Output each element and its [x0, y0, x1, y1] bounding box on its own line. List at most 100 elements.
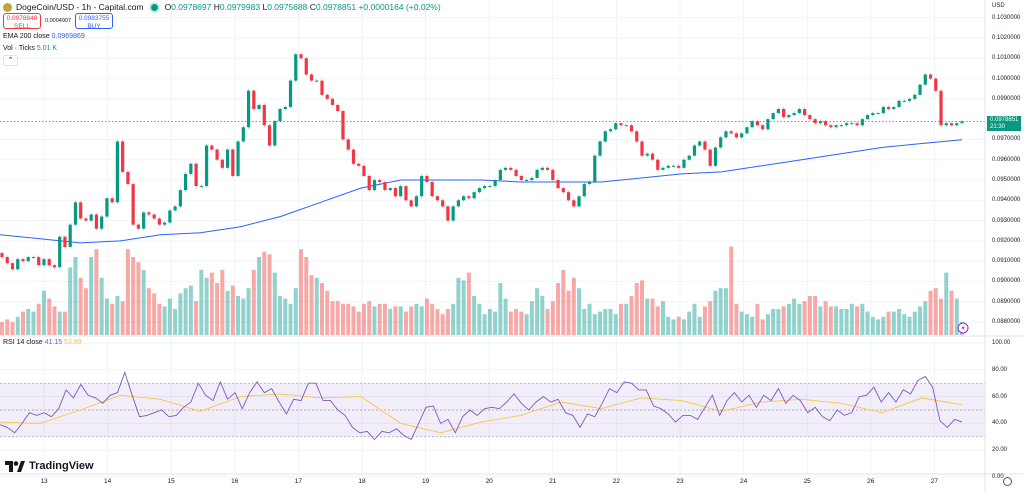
rsi-tick-label: 0.00 [992, 474, 1004, 480]
candle-body [163, 222, 167, 225]
candle-body [168, 210, 172, 223]
buy-label: BUY [87, 22, 101, 30]
candle-body [10, 263, 15, 270]
buy-button[interactable]: 0.0983755 BUY [75, 13, 113, 30]
sell-button[interactable]: 0.0978848 SELL [3, 13, 41, 30]
candle-body [136, 224, 140, 229]
spread-value: 0.0004907 [45, 18, 71, 24]
candle-body [446, 206, 450, 221]
candle-body [204, 145, 209, 187]
candle-body [934, 78, 938, 91]
rsi-tick-label: 80.00 [992, 366, 1008, 373]
volume-bar [246, 288, 251, 335]
candle-body [808, 115, 812, 120]
price-tick-label: 0.0950000 [992, 177, 1021, 183]
volume-bar [807, 296, 812, 335]
volume-bar [204, 277, 209, 335]
volume-bar [157, 303, 162, 335]
chevron-up-icon[interactable]: ⌃ [3, 55, 18, 66]
rsi-tick-label: 100.00 [992, 340, 1011, 346]
date-tick-label: 14 [103, 478, 112, 485]
volume-bar [382, 303, 387, 335]
candle-body [273, 121, 277, 146]
price-tick-label: 0.1000000 [992, 75, 1021, 82]
volume-bar [708, 301, 713, 335]
candle-body [430, 182, 434, 197]
volume-bar [577, 288, 582, 335]
volume-bar [356, 311, 361, 335]
volume-bar [503, 298, 508, 335]
volume-bar [5, 319, 10, 335]
volume-bar [293, 288, 298, 335]
candle-body [493, 180, 497, 187]
volume-legend[interactable]: Vol · Ticks 5.01 K [3, 45, 57, 52]
candle-body [467, 196, 471, 199]
candle-body [31, 257, 36, 259]
volume-bar [493, 311, 498, 335]
volume-bar [624, 303, 629, 335]
gear-icon[interactable] [1003, 477, 1012, 486]
candle-body [876, 113, 880, 115]
price-tick-label: 0.0880000 [992, 319, 1021, 325]
volume-bar [881, 316, 886, 335]
volume-bar [860, 303, 865, 335]
volume-bar [550, 301, 555, 335]
open-value: 0.0978697 [171, 2, 212, 12]
lightning-icon[interactable] [957, 322, 969, 334]
candle-body [907, 98, 912, 101]
high-label: H [213, 2, 220, 12]
volume-bar [729, 246, 734, 335]
volume-bar [923, 301, 928, 335]
candle-body [299, 54, 303, 59]
candle-body [719, 137, 723, 148]
ema-legend[interactable]: EMA 200 close 0.0969869 [3, 33, 85, 40]
symbol-header: DogeCoin/USD - 1h - Capital.com O0.09786… [3, 2, 441, 12]
volume-bar [660, 301, 665, 335]
currency-selector[interactable]: USD [992, 3, 1005, 9]
candle-body [21, 259, 25, 262]
candle-body [535, 169, 539, 178]
candle-body [803, 109, 807, 116]
volume-bar [928, 290, 933, 335]
last-price-label: 0.0978851 21:30 [987, 116, 1021, 131]
candle-body [435, 196, 440, 201]
volume-bar [278, 296, 283, 335]
candle-body [378, 180, 382, 183]
volume-bar [424, 298, 429, 335]
volume-bar [73, 257, 78, 335]
candle-body [834, 125, 838, 128]
volume-bar [83, 288, 88, 335]
volume-bar [629, 296, 634, 335]
candle-body [923, 74, 927, 85]
candle-body [593, 155, 597, 183]
candle-body [519, 175, 523, 181]
volume-bar [320, 283, 324, 335]
volume-bar [939, 298, 944, 335]
volume-bar [498, 283, 503, 335]
price-tick-label: 0.1030000 [992, 14, 1021, 21]
volume-bar [912, 311, 917, 335]
volume-bar [713, 290, 718, 335]
candle-body [110, 198, 114, 203]
candle-body [462, 196, 466, 201]
volume-bar [47, 298, 52, 335]
candle-body [441, 200, 445, 207]
volume-bar [902, 314, 907, 335]
rsi-legend[interactable]: RSI 14 close 41.15 53.89 [3, 339, 82, 346]
symbol-title[interactable]: DogeCoin/USD - 1h - Capital.com [16, 2, 144, 12]
volume-bar [314, 277, 319, 335]
tradingview-logo[interactable]: TradingView [5, 460, 94, 472]
volume-bar [472, 296, 477, 335]
volume-bar [31, 311, 36, 335]
date-tick-label: 13 [40, 478, 48, 485]
candle-body [477, 188, 481, 193]
volume-bar [718, 288, 723, 335]
volume-bar [886, 311, 891, 335]
candle-body [404, 186, 408, 201]
candle-body [215, 149, 219, 160]
volume-bar [556, 283, 561, 335]
candle-body [677, 165, 681, 168]
volume-bar [477, 303, 482, 335]
candle-body [231, 149, 235, 176]
